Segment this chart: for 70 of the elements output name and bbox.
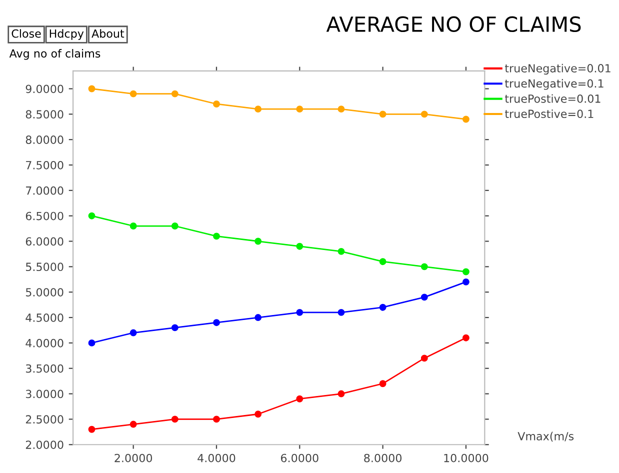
point	[254, 314, 262, 321]
text: Hdcpy	[50, 29, 84, 40]
point	[130, 329, 137, 336]
x-tick-label: 2.0000	[114, 454, 152, 462]
point	[171, 416, 178, 423]
point	[88, 85, 96, 92]
y-tick-label: 8.0000	[26, 136, 64, 144]
point	[130, 420, 137, 428]
x-tick-label: 4.0000	[198, 454, 236, 462]
point	[338, 390, 345, 398]
point	[213, 100, 220, 108]
y-tick-label: 2.0000	[26, 440, 64, 449]
point	[130, 222, 137, 230]
point	[379, 304, 386, 311]
point	[379, 380, 386, 388]
point	[213, 232, 220, 240]
y-tick-label: 7.5000	[26, 160, 64, 170]
point	[171, 222, 178, 230]
point	[130, 90, 137, 98]
point	[420, 354, 428, 362]
point	[462, 116, 470, 123]
point	[254, 410, 262, 418]
legend-label: trueNegative=0.1	[504, 79, 604, 90]
point	[213, 319, 220, 326]
x-tick-label: 10.0000	[444, 454, 488, 462]
y-tick-label: 5.0000	[26, 288, 64, 296]
y-tick-label: 3.5000	[26, 364, 64, 373]
point	[88, 339, 96, 346]
point	[254, 238, 262, 245]
point	[462, 334, 470, 342]
point	[420, 294, 428, 301]
text: About	[92, 29, 124, 38]
point	[171, 324, 178, 332]
point	[296, 395, 304, 402]
y-tick-label: 6.0000	[26, 237, 64, 246]
y-tick-label: 2.5000	[26, 415, 64, 424]
point	[338, 106, 345, 113]
legend-label: truePostive=0.1	[504, 109, 594, 118]
point	[296, 308, 304, 316]
point	[338, 308, 345, 316]
y-tick-label: 4.5000	[26, 313, 64, 322]
y-axis-title: Avg no of claims	[9, 49, 100, 60]
y-tick-label: 3.0000	[26, 390, 64, 398]
legend-label: truePostive=0.01	[504, 94, 600, 103]
y-tick-label: 5.5000	[26, 262, 64, 272]
x-axis-title: Vmax(m/s	[518, 432, 574, 442]
point	[171, 90, 178, 98]
point	[379, 110, 386, 118]
chart-title: AVERAGE NO OF CLAIMS	[326, 16, 581, 32]
point	[254, 106, 262, 113]
x-tick-label: 6.0000	[280, 454, 318, 462]
point	[379, 258, 386, 266]
text: Close	[12, 29, 41, 38]
point	[420, 263, 428, 270]
y-tick-label: 9.0000	[26, 84, 64, 94]
x-tick-label: 8.0000	[364, 454, 402, 462]
point	[296, 242, 304, 250]
point	[88, 212, 96, 220]
point	[88, 426, 96, 433]
legend-label: trueNegative=0.01	[504, 64, 610, 75]
point	[296, 106, 304, 113]
point	[420, 110, 428, 118]
point	[462, 268, 470, 276]
y-tick-label: 4.0000	[26, 338, 64, 348]
point	[338, 248, 345, 255]
y-tick-label: 6.5000	[26, 212, 64, 220]
y-tick-label: 7.0000	[26, 186, 64, 195]
point	[213, 416, 220, 423]
y-tick-label: 8.5000	[26, 110, 64, 119]
point	[462, 278, 470, 286]
